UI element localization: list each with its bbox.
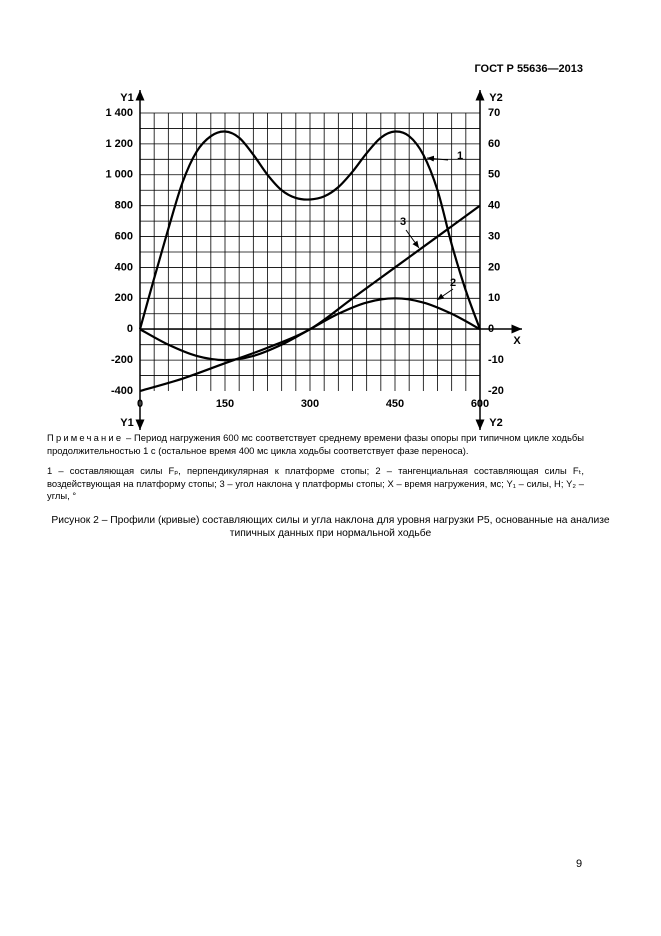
y2-tick-label: 70 — [488, 107, 500, 119]
leader-line — [426, 155, 449, 162]
y2-tick-label: 10 — [488, 292, 500, 304]
y2-tick-label: 60 — [488, 138, 500, 150]
y-tick-label: -200 — [111, 354, 133, 366]
x-tick-label: 300 — [301, 398, 319, 410]
x-tick-label: 450 — [386, 398, 404, 410]
y2-tick-label: 50 — [488, 169, 500, 181]
y-tick-label: 1 400 — [105, 107, 133, 119]
page-number: 9 — [576, 858, 583, 870]
y-axis-label-bottom: Y1 — [120, 417, 133, 429]
series-label: 1 — [457, 150, 463, 162]
legend-text: 1 – составляющая силы Fₚ, перпендикулярн… — [47, 465, 584, 501]
x-tick-label: 150 — [216, 398, 234, 410]
y-tick-label: 1 200 — [105, 138, 133, 150]
y-tick-label: 400 — [115, 261, 133, 273]
y2-axis-label: Y2 — [489, 92, 502, 104]
y-tick-label: 200 — [115, 292, 133, 304]
y-tick-label: 800 — [115, 200, 133, 212]
series-label: 3 — [400, 216, 406, 228]
y2-tick-label: 20 — [488, 261, 500, 273]
leader-line — [436, 288, 454, 301]
series-label: 2 — [450, 277, 456, 289]
note: Примечание – Период нагружения 600 мс со… — [47, 432, 584, 457]
y-axis-label: Y1 — [120, 92, 133, 104]
y-tick-label: 0 — [127, 323, 133, 335]
x-axis-label: X — [513, 335, 521, 347]
note-text: – Период нагружения 600 мс соответствует… — [47, 432, 584, 456]
caption: Рисунок 2 – Профили (кривые) составляющи… — [51, 515, 610, 539]
y-tick-label: -400 — [111, 385, 133, 397]
y2-tick-label: 40 — [488, 200, 500, 212]
y2-tick-label: 30 — [488, 230, 500, 242]
header-title: ГОСТ Р 55636—2013 — [474, 63, 583, 75]
y-tick-label: 1 000 — [105, 169, 133, 181]
y2-axis-label-bottom: Y2 — [489, 417, 502, 429]
y-tick-label: 600 — [115, 230, 133, 242]
note-label: Примечание — [47, 432, 124, 443]
leader-line — [405, 229, 420, 249]
y2-tick-label: -20 — [488, 385, 504, 397]
chart: Y1 Y1 Y2 Y2 X -400 -200 0 200 400 600 800 1 000… — [105, 90, 522, 430]
y2-tick-label: -10 — [488, 354, 504, 366]
